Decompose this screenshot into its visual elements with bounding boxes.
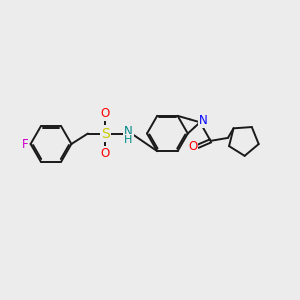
- Text: O: O: [188, 140, 197, 153]
- Text: O: O: [101, 147, 110, 161]
- Text: N: N: [124, 124, 133, 138]
- Text: O: O: [101, 106, 110, 120]
- Text: N: N: [199, 114, 207, 127]
- Text: F: F: [22, 137, 28, 151]
- Text: H: H: [124, 135, 133, 145]
- Text: S: S: [101, 127, 110, 140]
